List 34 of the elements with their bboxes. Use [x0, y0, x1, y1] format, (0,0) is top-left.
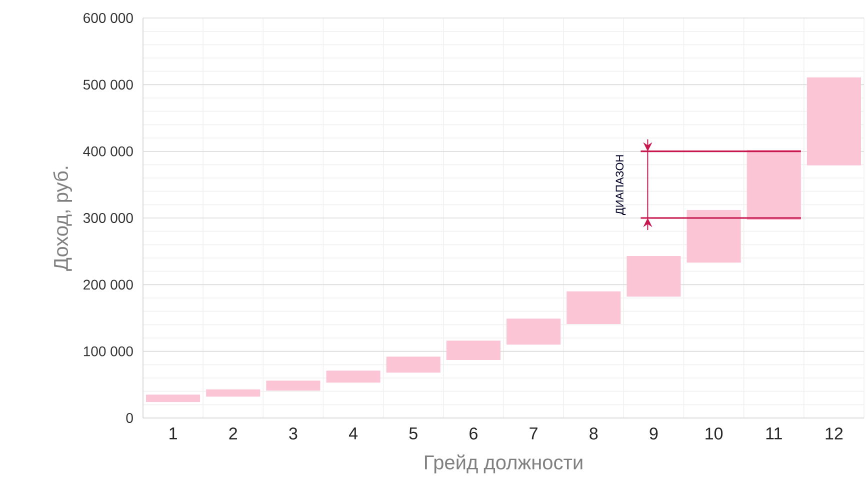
x-tick-label: 1: [170, 428, 177, 440]
x-tick-label: 7: [530, 428, 538, 440]
annotation: ДИАПАЗОН: [616, 155, 626, 215]
x-tick-label: 4: [348, 428, 358, 440]
bar: [626, 256, 681, 297]
y-tick-label: 0: [126, 413, 133, 423]
bar: [746, 150, 801, 220]
bar: [566, 291, 621, 324]
bar: [206, 389, 260, 397]
bar: [386, 356, 440, 373]
x-tick-label: 8: [590, 428, 598, 440]
y-tick-label: 500 000: [83, 80, 133, 90]
x-tick-label: 9: [650, 428, 658, 440]
x-tick-label: 12: [826, 428, 843, 440]
x-tick-label: 3: [289, 428, 298, 440]
bar: [146, 394, 200, 402]
bar: [506, 318, 561, 345]
x-tick-label: 2: [229, 428, 237, 440]
bar: [326, 370, 380, 383]
x-tick-label: 5: [409, 428, 418, 440]
y-tick-label: 600 000: [84, 13, 133, 23]
bar: [266, 380, 320, 391]
y-tick-label: 200 000: [84, 280, 133, 290]
x-tick-label: 11: [766, 428, 782, 440]
bar: [686, 210, 741, 263]
x-tick-label: 6: [470, 428, 478, 440]
y-axis-title: Доход, руб.: [53, 166, 72, 271]
y-tick-label: 100 000: [84, 346, 133, 356]
bar: [806, 77, 861, 166]
x-axis-title: Грейд должности: [425, 454, 582, 474]
y-tick-label: 400 000: [83, 146, 133, 156]
x-tick-label: 10: [706, 428, 723, 440]
bar: [446, 340, 500, 360]
y-tick-label: 300 000: [83, 213, 133, 223]
